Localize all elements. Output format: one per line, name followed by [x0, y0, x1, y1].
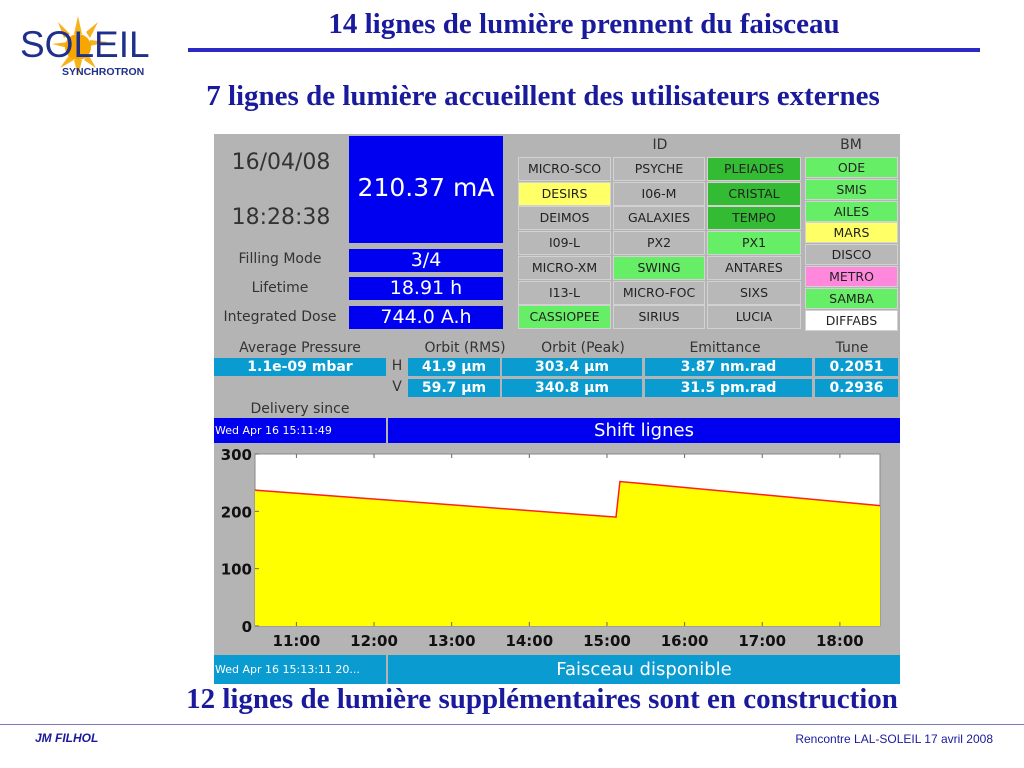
beamline-id-lucia: LUCIA	[707, 305, 801, 330]
orbit-peak-header: Orbit (Peak)	[541, 340, 625, 356]
y-tick-label: 100	[221, 561, 252, 579]
delivery-since-label: Delivery since	[250, 401, 350, 417]
soleil-logo: SOLEIL SYNCHROTRON	[18, 14, 163, 80]
pressure-header: Average Pressure	[239, 340, 361, 356]
pressure-value: 1.1e-09 mbar	[214, 358, 386, 376]
x-tick-label: 16:00	[661, 632, 709, 650]
x-tick-label: 18:00	[816, 632, 864, 650]
beamline-id-tempo: TEMPO	[707, 206, 801, 231]
h-orbit-peak: 303.4 µm	[502, 358, 642, 376]
x-tick-label: 12:00	[350, 632, 398, 650]
beamline-id-px1: PX1	[707, 231, 801, 256]
h-orbit-rms: 41.9 µm	[408, 358, 500, 376]
beamline-bm-mars: MARS	[805, 222, 898, 244]
x-tick-label: 17:00	[738, 632, 786, 650]
beam-current: 210.37 mA	[349, 136, 503, 243]
beamline-id-i06-m: I06-M	[613, 181, 705, 206]
time-display: 18:28:38	[231, 205, 331, 230]
v-emittance: 31.5 pm.rad	[645, 379, 812, 397]
series-area	[255, 481, 880, 626]
beam-status-message: Faisceau disponible	[388, 655, 900, 684]
beamline-id-i13-l: I13-L	[518, 280, 611, 305]
filling-mode-label: Filling Mode	[238, 251, 322, 267]
beamline-bm-metro: METRO	[805, 266, 898, 287]
beamline-id-i09-l: I09-L	[518, 231, 611, 256]
beamline-id-sixs: SIXS	[707, 280, 801, 305]
beamline-bm-samba: SAMBA	[805, 287, 898, 309]
logo-text: SOLEIL	[20, 24, 150, 65]
slide-subtitle: 7 lignes de lumière accueillent des util…	[206, 80, 880, 112]
lifetime-label: Lifetime	[251, 280, 309, 296]
x-tick-label: 15:00	[583, 632, 631, 650]
beamline-id-px2: PX2	[613, 231, 705, 256]
h-tune: 0.2051	[815, 358, 898, 376]
v-orbit-peak: 340.8 µm	[502, 379, 642, 397]
footer-timestamp: Wed Apr 16 15:13:11 20...	[214, 655, 386, 684]
beamline-id-cassiopee: CASSIOPEE	[518, 305, 611, 330]
beamline-id-deimos: DEIMOS	[518, 206, 611, 231]
beamline-id-cristal: CRISTAL	[707, 181, 801, 206]
v-plane-label: V	[392, 379, 402, 395]
beam-current-chart: 0 100 200 300 11:00 12:00 13:00 14:00 15:00 16:00…	[221, 446, 881, 650]
beamline-bm-diffabs: DIFFABS	[805, 309, 898, 331]
integrated-dose-value: 744.0 A.h	[349, 306, 503, 329]
beamline-bm-smis: SMIS	[805, 178, 898, 200]
footer-divider	[0, 724, 1024, 725]
h-emittance: 3.87 nm.rad	[645, 358, 812, 376]
event-info: Rencontre LAL-SOLEIL 17 avril 2008	[795, 732, 993, 746]
beamline-id-psyche: PSYCHE	[613, 157, 705, 181]
beamline-id-galaxies: GALAXIES	[613, 206, 705, 231]
beamline-id-antares: ANTARES	[707, 255, 801, 280]
v-orbit-rms: 59.7 µm	[408, 379, 500, 397]
x-tick-label: 13:00	[428, 632, 476, 650]
date-display: 16/04/08	[231, 150, 331, 175]
bm-header: BM	[840, 137, 862, 153]
construction-note: 12 lignes de lumière supplémentaires son…	[186, 683, 898, 715]
beamline-id-swing: SWING	[613, 255, 705, 280]
operation-mode: Shift lignes	[388, 418, 900, 443]
logo-subtext: SYNCHROTRON	[62, 66, 145, 78]
slide-title: 14 lignes de lumière prennent du faiscea…	[328, 8, 840, 40]
delivery-since-value: Wed Apr 16 15:11:49	[214, 418, 386, 443]
series-line	[254, 480, 881, 518]
author: JM FILHOL	[35, 731, 99, 745]
machine-status-panel: 16/04/08 18:28:38 210.37 mA Filling Mode…	[214, 134, 900, 684]
sun-icon	[52, 16, 108, 76]
beamline-bm-ode: ODE	[805, 157, 898, 178]
beamline-id-desirs: DESIRS	[518, 181, 611, 206]
integrated-dose-label: Integrated Dose	[223, 309, 337, 325]
beamline-id-micro-foc: MICRO-FOC	[613, 280, 705, 305]
orbit-rms-header: Orbit (RMS)	[424, 340, 506, 356]
h-plane-label: H	[391, 358, 403, 374]
x-tick-label: 14:00	[505, 632, 553, 650]
y-tick-label: 300	[221, 446, 252, 464]
lifetime-value: 18.91 h	[349, 277, 503, 300]
beamline-bm-ailes: AILES	[805, 200, 898, 222]
x-tick-label: 11:00	[273, 632, 321, 650]
beamline-bm-disco: DISCO	[805, 244, 898, 266]
beamline-id-sirius: SIRIUS	[613, 305, 705, 330]
y-tick-label: 0	[242, 618, 252, 636]
tune-header: Tune	[835, 340, 869, 356]
title-underline	[188, 48, 980, 52]
beamline-id-micro-xm: MICRO-XM	[518, 255, 611, 280]
beamline-id-pleiades: PLEIADES	[707, 157, 801, 181]
id-header: ID	[652, 137, 668, 153]
v-tune: 0.2936	[815, 379, 898, 397]
beamline-id-micro-sco: MICRO-SCO	[518, 157, 611, 181]
y-tick-label: 200	[221, 503, 252, 521]
emittance-header: Emittance	[689, 340, 761, 356]
filling-mode-value: 3/4	[349, 249, 503, 272]
